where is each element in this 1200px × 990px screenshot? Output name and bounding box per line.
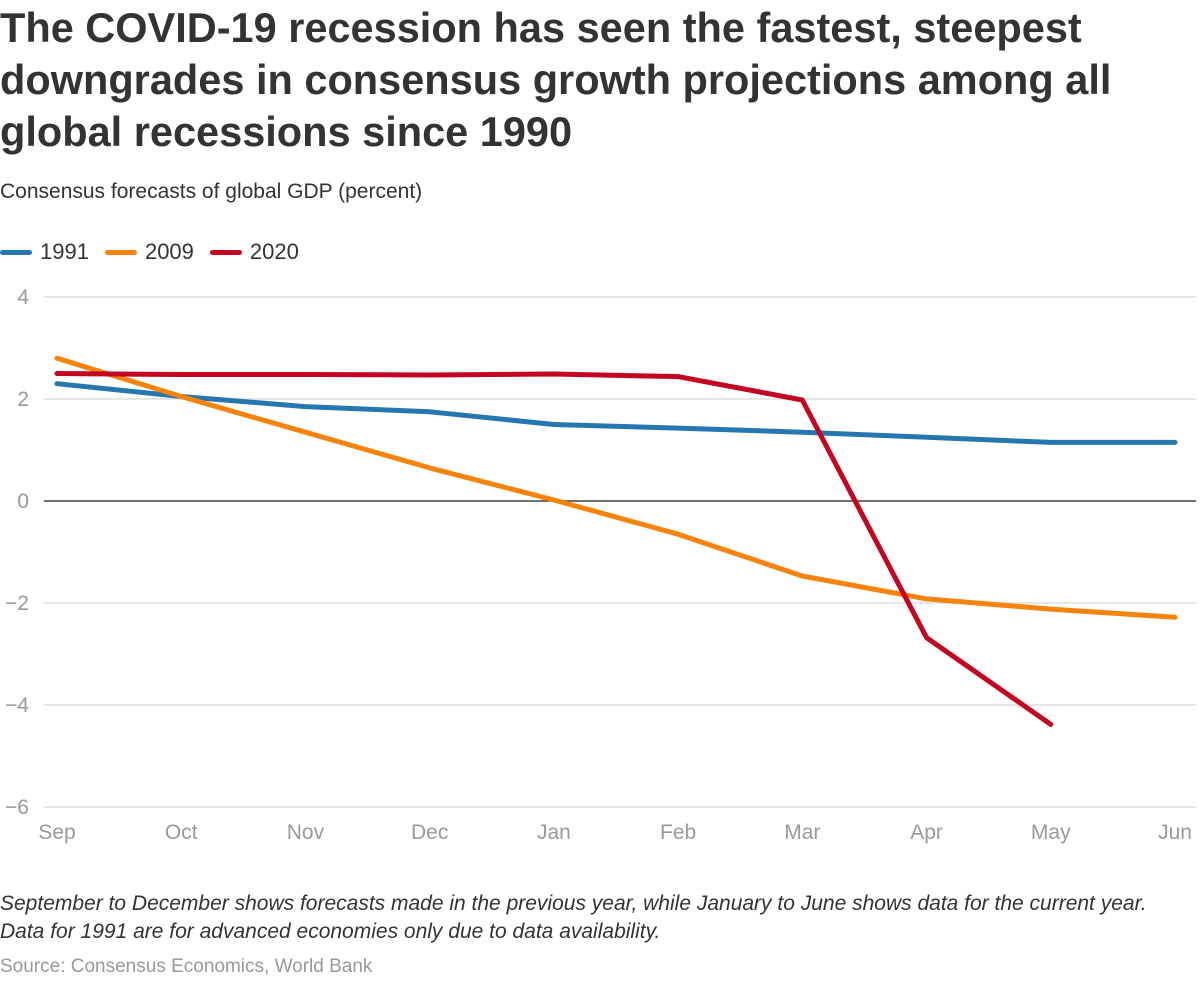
x-tick-label: Feb (660, 821, 696, 844)
chart-legend: 1991 2009 2020 (0, 238, 315, 266)
chart-subtitle: Consensus forecasts of global GDP (perce… (0, 180, 423, 203)
chart-source: Source: Consensus Economics, World Bank (0, 956, 373, 977)
x-tick-label: Nov (287, 821, 325, 844)
x-tick-label: Oct (165, 821, 198, 844)
x-tick-label: Apr (910, 821, 943, 844)
x-tick-label: Jan (537, 821, 571, 844)
x-tick-label: Sep (38, 821, 75, 844)
chart-footnote: September to December shows forecasts ma… (0, 892, 1147, 943)
series-line-2009 (54, 355, 1178, 620)
line-chart: 4 2 0 −2 −4 −6 Sep Oct Nov Dec Jan Feb Mar Apr May Jun (5, 286, 1196, 844)
y-tick-label: −2 (5, 592, 29, 615)
legend-item-2020: 2020 (209, 238, 299, 266)
x-tick-label: May (1031, 821, 1071, 844)
y-axis-tick-labels: 4 2 0 −2 −4 −6 (5, 286, 29, 819)
legend-label-2009: 2009 (144, 239, 194, 264)
chart-title: The COVID-19 recession has seen the fast… (0, 4, 1112, 155)
legend-swatch-2009 (104, 249, 137, 255)
x-axis-tick-labels: Sep Oct Nov Dec Jan Feb Mar Apr May Jun (38, 821, 1192, 844)
legend-swatch-1991 (0, 249, 32, 255)
y-tick-label: 0 (17, 490, 29, 513)
legend-swatch-2020 (209, 249, 242, 255)
series-line-2020 (54, 371, 1054, 727)
x-tick-label: Jun (1158, 821, 1192, 844)
x-tick-label: Dec (411, 821, 448, 844)
y-tick-label: −4 (5, 694, 29, 717)
legend-label-2020: 2020 (249, 239, 299, 264)
legend-item-2009: 2009 (104, 238, 194, 266)
x-tick-label: Mar (784, 821, 820, 844)
series-line-1991 (54, 381, 1178, 445)
series-lines (54, 355, 1178, 727)
legend-label-1991: 1991 (40, 239, 89, 264)
legend-item-1991: 1991 (0, 238, 89, 266)
y-tick-label: 2 (17, 388, 29, 411)
y-tick-label: −6 (5, 796, 29, 819)
y-tick-label: 4 (17, 286, 29, 309)
